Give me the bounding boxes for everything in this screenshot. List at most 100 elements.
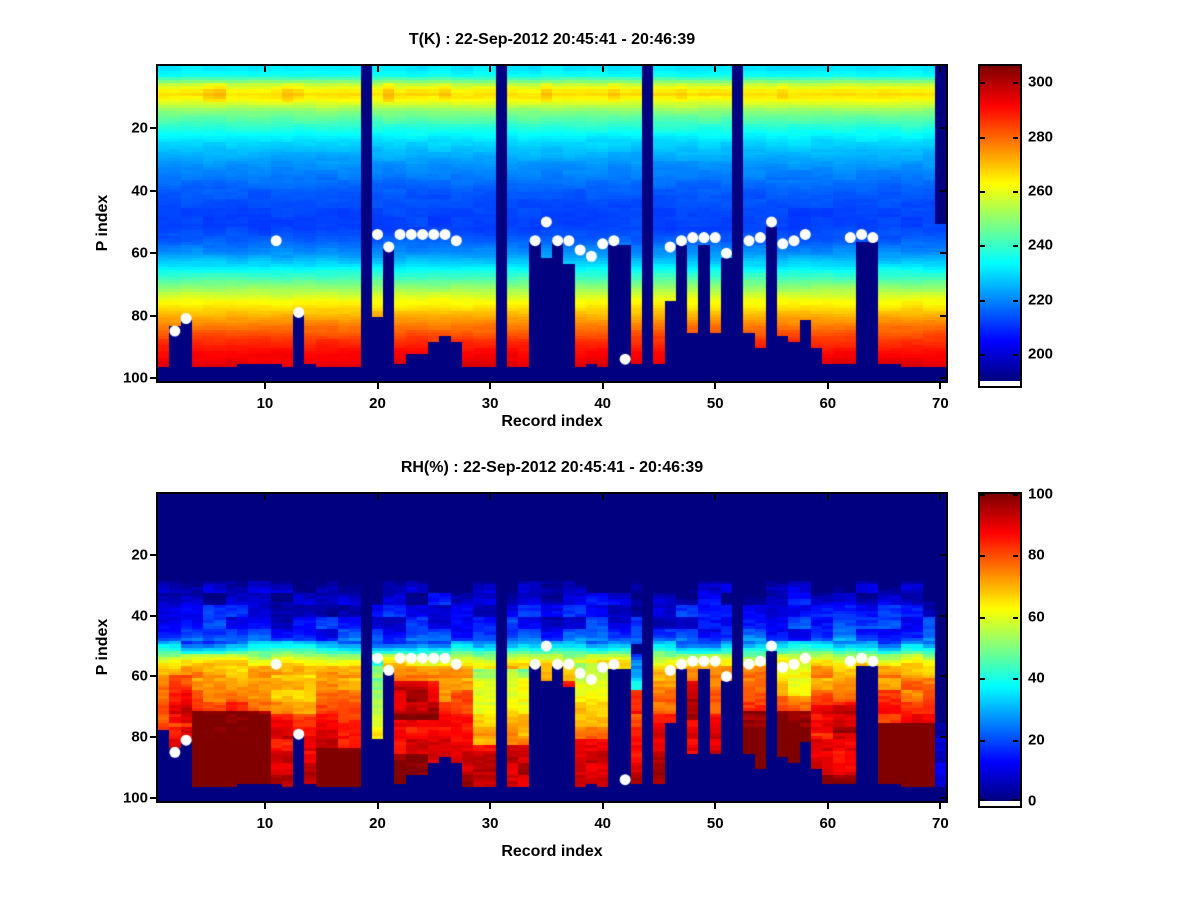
y-tick-label: 100	[122, 789, 148, 807]
y-tick-mark-right	[940, 675, 946, 678]
y-tick-mark-right	[940, 736, 946, 739]
y-tick-mark-right	[940, 376, 946, 379]
colorbar-tick-mark	[1013, 82, 1018, 85]
bottom-plot-ylabel: P index	[94, 618, 111, 676]
x-tick-mark	[601, 803, 604, 809]
x-tick-mark	[826, 803, 829, 809]
y-tick-label: 20	[131, 546, 148, 564]
x-tick-label: 60	[819, 395, 837, 412]
colorbar-tick-mark	[980, 799, 985, 801]
colorbar-tick-mark	[1013, 739, 1018, 742]
y-tick-label: 100	[122, 369, 148, 387]
x-tick-label: 30	[481, 815, 499, 832]
colorbar-tick-mark	[1013, 353, 1018, 356]
y-tick-mark-right	[940, 189, 946, 192]
colorbar-tick-mark	[980, 494, 985, 496]
colorbar-tick-label: 0	[1028, 792, 1037, 810]
x-tick-label: 50	[706, 815, 724, 832]
colorbar-tick-label: 300	[1028, 73, 1054, 91]
y-tick-mark	[150, 553, 156, 556]
bottom-plot-area	[156, 492, 948, 803]
colorbar-tick-label: 200	[1028, 345, 1054, 363]
x-tick-mark-top	[714, 494, 717, 500]
bottom-colorbar	[978, 492, 1022, 808]
x-tick-mark	[489, 803, 492, 809]
x-tick-label: 70	[932, 395, 949, 412]
temperature-heatmap-canvas	[158, 66, 946, 381]
colorbar-tick-mark	[980, 136, 985, 139]
colorbar-tick-mark	[1013, 616, 1018, 619]
y-tick-mark-right	[940, 314, 946, 317]
top-plot-ylabel: P index	[94, 194, 111, 252]
x-tick-mark-top	[939, 66, 942, 72]
y-tick-mark	[150, 127, 156, 130]
y-tick-mark-right	[940, 796, 946, 799]
colorbar-tick-label: 20	[1028, 731, 1045, 749]
colorbar-tick-mark	[1013, 136, 1018, 139]
colorbar-tick-mark	[980, 353, 985, 356]
x-tick-label: 30	[481, 395, 499, 412]
x-tick-mark	[263, 383, 266, 389]
colorbar-tick-mark	[980, 245, 985, 248]
colorbar-tick-mark	[980, 739, 985, 742]
x-tick-label: 70	[932, 815, 949, 832]
x-tick-mark	[376, 383, 379, 389]
y-tick-label: 80	[131, 728, 148, 746]
y-tick-label: 60	[131, 667, 148, 685]
y-tick-label: 40	[131, 607, 148, 625]
x-tick-mark-top	[263, 494, 266, 500]
colorbar-tick-label: 220	[1028, 291, 1054, 309]
colorbar-tick-mark	[1013, 299, 1018, 302]
x-tick-mark	[263, 803, 266, 809]
x-tick-label: 50	[706, 395, 724, 412]
x-tick-mark-top	[601, 66, 604, 72]
y-tick-mark	[150, 614, 156, 617]
colorbar-tick-label: 260	[1028, 182, 1054, 200]
colorbar-tick-mark	[1013, 678, 1018, 681]
x-tick-mark	[601, 383, 604, 389]
x-tick-label: 10	[256, 395, 274, 412]
colorbar-tick-mark	[980, 555, 985, 558]
humidity-heatmap-canvas	[158, 494, 946, 801]
temperature-colorbar-canvas	[980, 66, 1020, 381]
top-colorbar	[978, 64, 1022, 388]
x-tick-mark-top	[376, 494, 379, 500]
bottom-plot-title: RH(%) : 22-Sep-2012 20:45:41 - 20:46:39	[400, 459, 704, 476]
x-tick-mark	[376, 803, 379, 809]
top-plot-title: T(K) : 22-Sep-2012 20:45:41 - 20:46:39	[408, 31, 696, 48]
top-plot-xlabel: Record index	[501, 413, 603, 430]
x-tick-label: 60	[819, 815, 837, 832]
x-tick-mark-top	[714, 66, 717, 72]
colorbar-tick-label: 60	[1028, 608, 1045, 626]
humidity-colorbar-canvas	[980, 494, 1020, 801]
y-tick-mark	[150, 796, 156, 799]
colorbar-tick-mark	[980, 678, 985, 681]
y-tick-label: 60	[131, 244, 148, 262]
x-tick-mark	[939, 383, 942, 389]
x-tick-label: 10	[256, 815, 274, 832]
x-tick-mark-top	[826, 66, 829, 72]
x-tick-mark-top	[601, 494, 604, 500]
y-tick-label: 40	[131, 182, 148, 200]
x-tick-label: 20	[369, 395, 386, 412]
colorbar-tick-mark	[1013, 190, 1018, 193]
x-tick-mark-top	[263, 66, 266, 72]
top-plot-area	[156, 64, 948, 383]
x-tick-label: 40	[594, 395, 611, 412]
colorbar-tick-mark	[980, 82, 985, 85]
colorbar-tick-label: 100	[1028, 485, 1054, 503]
colorbar-tick-mark	[980, 299, 985, 302]
y-tick-mark	[150, 376, 156, 379]
y-tick-label: 20	[131, 119, 148, 137]
colorbar-tick-label: 240	[1028, 236, 1054, 254]
x-tick-mark-top	[489, 494, 492, 500]
colorbar-tick-label: 80	[1028, 546, 1045, 564]
colorbar-tick-label: 40	[1028, 669, 1045, 687]
colorbar-tick-mark	[1013, 799, 1018, 801]
y-tick-mark	[150, 675, 156, 678]
x-tick-label: 20	[369, 815, 386, 832]
colorbar-tick-mark	[980, 190, 985, 193]
y-tick-mark	[150, 314, 156, 317]
y-tick-mark-right	[940, 127, 946, 130]
